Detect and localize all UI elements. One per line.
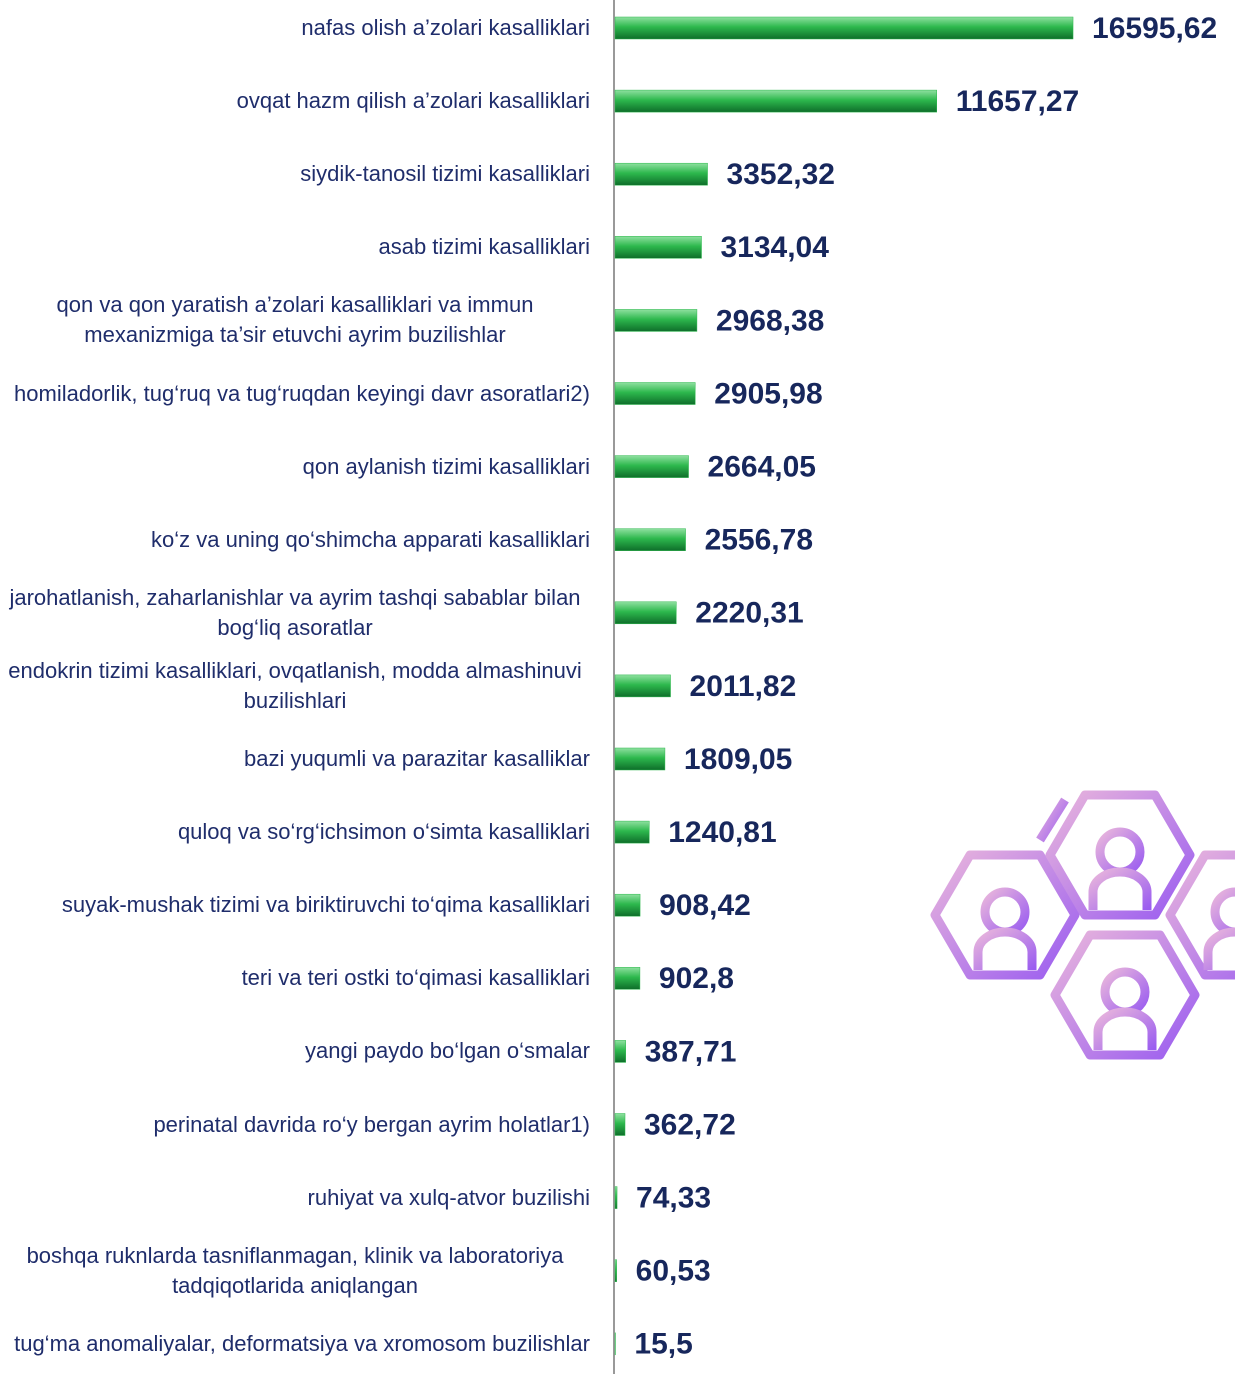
value-label: 74,33 xyxy=(636,1182,711,1215)
category-label-box: jarohatlanish, zaharlanishlar va ayrim t… xyxy=(0,578,590,648)
value-label: 3134,04 xyxy=(720,231,829,264)
bar xyxy=(615,1187,617,1209)
category-label-box: perinatal davrida ro‘y bergan ayrim hola… xyxy=(0,1090,590,1160)
bar xyxy=(615,675,671,697)
category-label-box: asab tizimi kasalliklari xyxy=(0,212,590,282)
value-label: 902,8 xyxy=(659,962,734,995)
category-label: ruhiyat va xulq-atvor buzilishi xyxy=(308,1183,590,1213)
value-label: 387,71 xyxy=(645,1035,737,1068)
value-label: 16595,62 xyxy=(1092,12,1217,45)
bar xyxy=(615,236,701,258)
category-label-box: teri va teri ostki to‘qimasi kasalliklar… xyxy=(0,943,590,1013)
category-label-box: qon aylanish tizimi kasalliklari xyxy=(0,432,590,502)
category-label-box: tug‘ma anomaliyalar, deformatsiya va xro… xyxy=(0,1309,590,1374)
category-label: asab tizimi kasalliklari xyxy=(378,232,590,262)
value-label: 1809,05 xyxy=(684,743,792,776)
category-label: homiladorlik, tug‘ruq va tug‘ruqdan keyi… xyxy=(14,379,590,409)
category-label: quloq va so‘rg‘ichsimon o‘simta kasallik… xyxy=(178,817,590,847)
category-label-box: suyak-mushak tizimi va biriktiruvchi to‘… xyxy=(0,870,590,940)
value-label: 2556,78 xyxy=(705,524,813,557)
category-label-box: ruhiyat va xulq-atvor buzilishi xyxy=(0,1163,590,1233)
category-label-box: boshqa ruknlarda tasniflanmagan, klinik … xyxy=(0,1236,590,1306)
category-label: teri va teri ostki to‘qimasi kasalliklar… xyxy=(242,963,590,993)
bar xyxy=(615,748,665,770)
value-label: 2220,31 xyxy=(695,597,803,630)
value-label: 2011,82 xyxy=(690,670,797,703)
value-label: 60,53 xyxy=(636,1255,711,1288)
category-label-box: endokrin tizimi kasalliklari, ovqatlanis… xyxy=(0,651,590,721)
bar xyxy=(615,1114,625,1136)
bar xyxy=(615,967,640,989)
category-label: ovqat hazm qilish a’zolari kasalliklari xyxy=(237,86,590,116)
category-label-box: quloq va so‘rg‘ichsimon o‘simta kasallik… xyxy=(0,797,590,867)
category-label: suyak-mushak tizimi va biriktiruvchi to‘… xyxy=(62,890,590,920)
bar xyxy=(615,1260,617,1282)
value-label: 908,42 xyxy=(659,889,751,922)
bar xyxy=(615,894,640,916)
category-label: boshqa ruknlarda tasniflanmagan, klinik … xyxy=(0,1241,590,1301)
category-label-box: qon va qon yaratish a’zolari kasalliklar… xyxy=(0,285,590,355)
category-label-box: siydik-tanosil tizimi kasalliklari xyxy=(0,139,590,209)
category-label: perinatal davrida ro‘y bergan ayrim hola… xyxy=(153,1110,590,1140)
category-label: jarohatlanish, zaharlanishlar va ayrim t… xyxy=(0,583,590,643)
category-label-box: ko‘z va uning qo‘shimcha apparati kasall… xyxy=(0,505,590,575)
value-label: 362,72 xyxy=(644,1108,736,1141)
category-label: qon aylanish tizimi kasalliklari xyxy=(303,452,590,482)
category-label: nafas olish a’zolari kasalliklari xyxy=(301,13,590,43)
bar xyxy=(615,309,697,331)
bar xyxy=(615,1040,626,1062)
category-label: endokrin tizimi kasalliklari, ovqatlanis… xyxy=(0,656,590,716)
value-label: 3352,32 xyxy=(727,158,835,191)
value-label: 1240,81 xyxy=(668,816,776,849)
category-label-box: ovqat hazm qilish a’zolari kasalliklari xyxy=(0,66,590,136)
category-label: yangi paydo bo‘lgan o‘smalar xyxy=(305,1036,590,1066)
value-label: 2905,98 xyxy=(714,377,822,410)
bar xyxy=(615,17,1073,39)
bar xyxy=(615,383,695,405)
category-label-box: bazi yuqumli va parazitar kasalliklar xyxy=(0,724,590,794)
category-label-box: nafas olish a’zolari kasalliklari xyxy=(0,0,590,63)
category-label: bazi yuqumli va parazitar kasalliklar xyxy=(244,744,590,774)
people-icon xyxy=(935,795,1235,1055)
bar xyxy=(615,602,676,624)
bar xyxy=(615,456,689,478)
category-label: siydik-tanosil tizimi kasalliklari xyxy=(300,159,590,189)
value-label: 11657,27 xyxy=(956,85,1079,118)
category-label: qon va qon yaratish a’zolari kasalliklar… xyxy=(0,290,590,350)
chart: 16595,62 11657,27 3352,32 3134,04 2968,38 290… xyxy=(0,0,1235,1374)
category-label: tug‘ma anomaliyalar, deformatsiya va xro… xyxy=(14,1329,590,1359)
value-label: 2968,38 xyxy=(716,304,824,337)
category-label: ko‘z va uning qo‘shimcha apparati kasall… xyxy=(151,525,590,555)
value-label: 2664,05 xyxy=(708,451,816,484)
value-label: 15,5 xyxy=(634,1328,692,1361)
bar xyxy=(615,163,708,185)
bar xyxy=(615,90,937,112)
category-label-box: homiladorlik, tug‘ruq va tug‘ruqdan keyi… xyxy=(0,359,590,429)
bar xyxy=(615,529,686,551)
bar xyxy=(615,821,649,843)
category-label-box: yangi paydo bo‘lgan o‘smalar xyxy=(0,1016,590,1086)
